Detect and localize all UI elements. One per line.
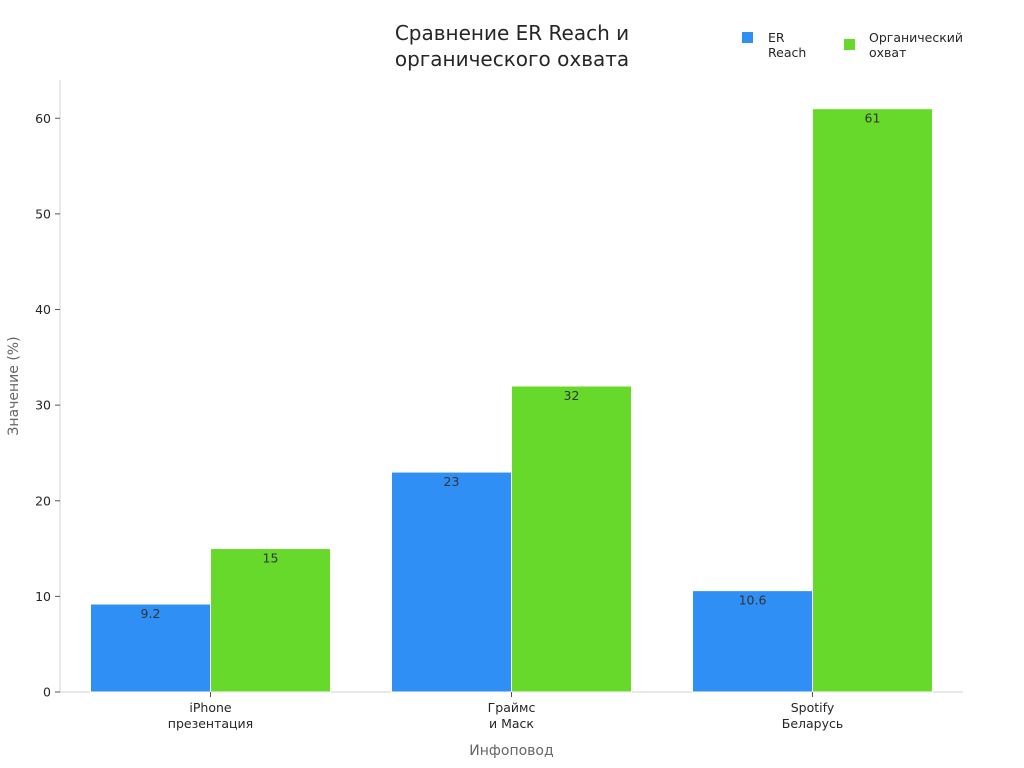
bar-value-label: 32 <box>564 388 580 403</box>
bar-value-label: 10.6 <box>739 593 767 608</box>
y-tick-label: 60 <box>35 111 51 126</box>
y-tick-label: 50 <box>35 206 51 221</box>
y-tick-label: 40 <box>35 302 51 317</box>
y-axis-label: Значение (%) <box>6 336 22 435</box>
legend-swatch-organic <box>844 39 855 50</box>
bar-value-label: 61 <box>865 111 881 126</box>
x-tick-label: Spotify Беларусь <box>782 700 844 731</box>
bar <box>511 385 632 693</box>
bar-value-label: 23 <box>444 474 460 489</box>
bar <box>692 590 813 693</box>
bar <box>391 471 512 693</box>
legend-label-organic: Органический охват <box>869 30 964 60</box>
bar <box>210 548 331 693</box>
y-tick-label: 20 <box>35 493 51 508</box>
y-tick-label: 10 <box>35 589 51 604</box>
y-tick-label: 30 <box>35 398 51 413</box>
chart-title: Сравнение ER Reach и органического охват… <box>394 21 630 71</box>
bar <box>812 108 933 693</box>
y-tick-label: 0 <box>43 685 51 700</box>
legend-swatch-er-reach <box>742 32 753 43</box>
legend-label-er-reach: ER Reach <box>768 30 807 60</box>
bar-value-label: 9.2 <box>141 606 161 621</box>
x-tick-label: Граймс и Маск <box>488 700 536 731</box>
x-tick-label: iPhone презентация <box>168 700 253 731</box>
x-axis-label: Инфоповод <box>469 743 553 759</box>
bar-value-label: 15 <box>263 551 279 566</box>
